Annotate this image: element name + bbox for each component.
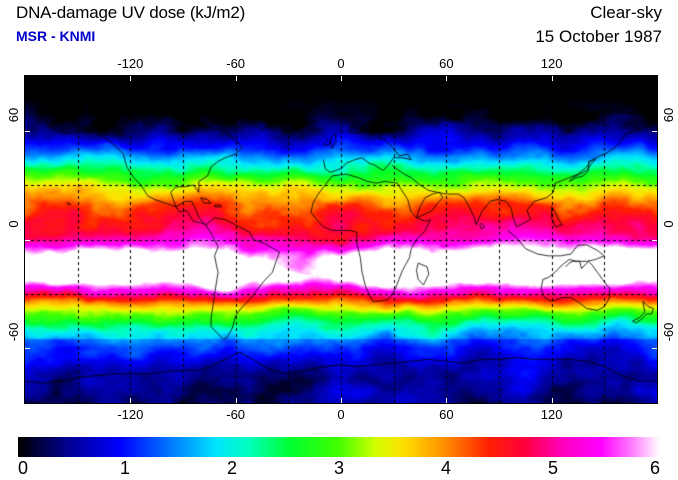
x-tick-bottom	[446, 398, 448, 403]
x-tick-top	[235, 76, 237, 81]
x-tick-label-bottom: 60	[439, 407, 454, 422]
x-tick-label-bottom: 0	[337, 407, 345, 422]
y-tick-label-left: 60	[6, 107, 21, 122]
y-tick-left	[25, 130, 30, 132]
x-tick-bottom	[551, 398, 553, 403]
colorbar-tick-label: 5	[547, 458, 558, 478]
x-tick-label-top: 0	[337, 56, 345, 71]
colorbar-tick-label: 3	[333, 458, 345, 478]
x-tick-label-top: 120	[540, 56, 563, 71]
y-tick-label-right: -60	[661, 323, 676, 342]
x-tick-label-top: -60	[226, 56, 246, 71]
x-tick-top	[341, 76, 342, 81]
y-tick-right	[652, 348, 657, 350]
x-tick-label-bottom: -60	[226, 407, 246, 422]
x-tick-bottom	[341, 398, 342, 403]
x-tick-label-top: -120	[117, 56, 144, 71]
colorbar	[18, 437, 660, 457]
x-tick-bottom	[130, 398, 132, 403]
y-tick-right	[652, 130, 657, 132]
x-tick-top	[446, 76, 448, 81]
y-tick-left	[25, 348, 30, 350]
x-tick-top	[130, 76, 132, 81]
y-tick-label-left: 0	[6, 219, 21, 228]
x-tick-label-top: 60	[439, 56, 454, 71]
y-tick-label-left: -60	[6, 323, 21, 342]
map-plot-area	[24, 75, 658, 404]
colorbar-tick-label: 2	[226, 458, 237, 478]
colorbar-gradient	[18, 437, 660, 457]
x-tick-bottom	[235, 398, 237, 403]
x-tick-label-bottom: 120	[540, 407, 563, 422]
y-tick-label-right: 0	[661, 219, 676, 228]
colorbar-tick-label: 1	[120, 458, 131, 478]
colorbar-tick-label: 0	[17, 458, 29, 478]
page-title: DNA-damage UV dose (kJ/m2)	[16, 3, 246, 22]
date-label: 15 October 1987	[535, 27, 662, 46]
colorbar-tick-label: 6	[649, 458, 661, 478]
y-tick-left	[25, 239, 30, 241]
y-tick-label-right: 60	[661, 107, 676, 122]
colorbar-tick-label: 4	[441, 458, 452, 478]
uv-dose-heatmap	[25, 76, 657, 403]
sky-condition-label: Clear-sky	[590, 3, 662, 22]
x-tick-label-bottom: -120	[117, 407, 144, 422]
y-tick-right	[652, 239, 657, 241]
x-tick-top	[551, 76, 553, 81]
data-source-label: MSR - KNMI	[16, 28, 96, 44]
